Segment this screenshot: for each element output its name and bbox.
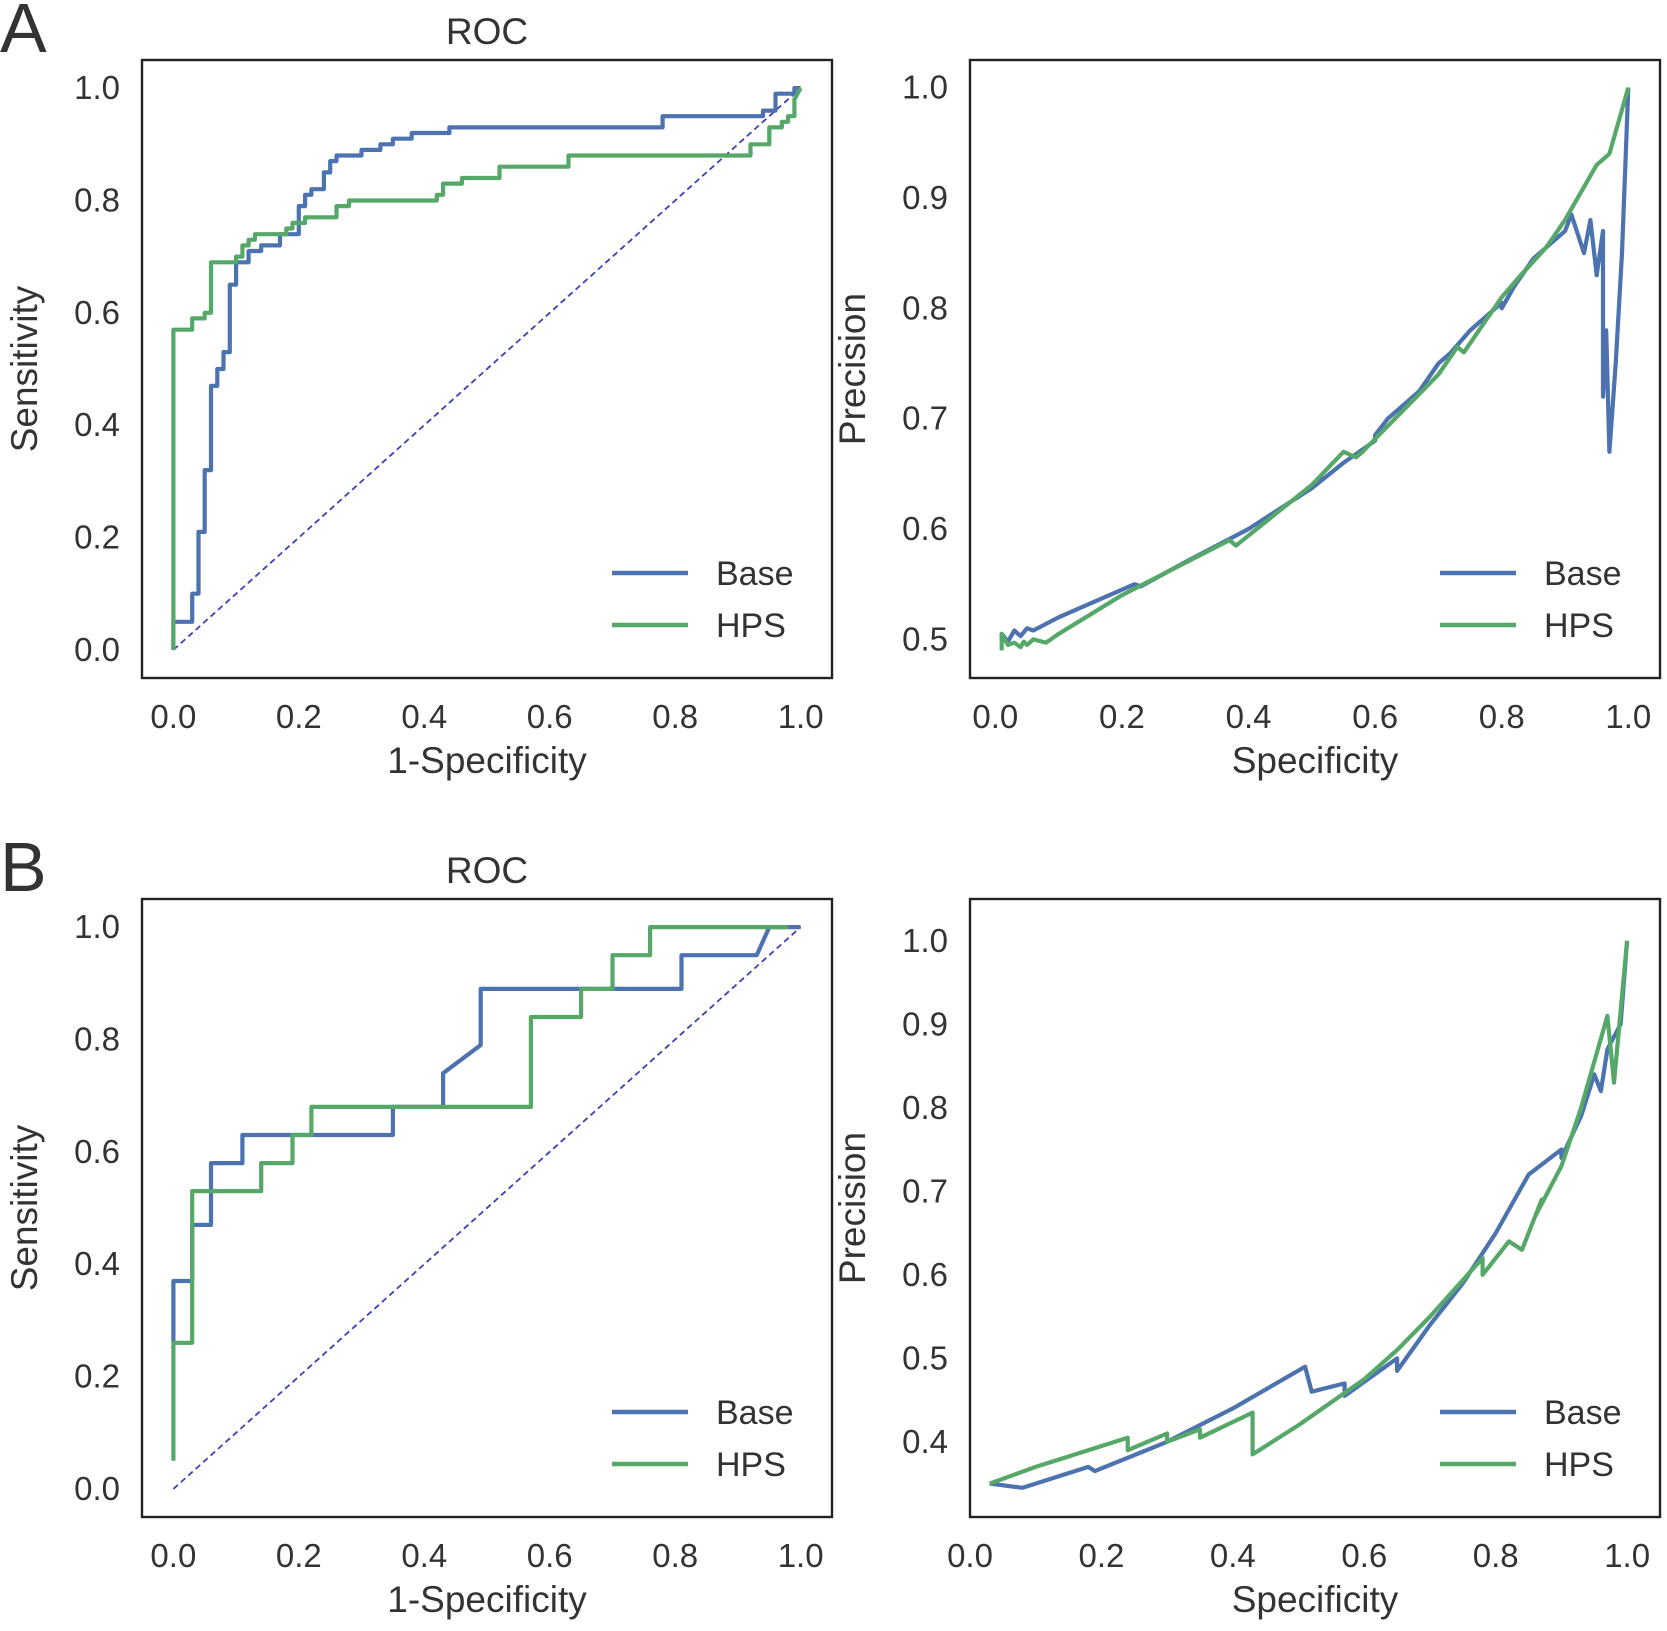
precision-chart-a: 0.0 0.2 0.4 0.6 0.8 1.0 0.5 0.6 0.7 0.8 0.9 1.0 Spec…: [832, 58, 1662, 781]
legend-label-hps: HPS: [1544, 1446, 1614, 1484]
y-tick-label: 0.9: [902, 179, 948, 216]
y-tick-label: 0.8: [902, 289, 948, 326]
precision-chart-b: 0.0 0.2 0.4 0.6 0.8 1.0 0.4 0.5 0.6 0.7 0.8 0.9 1.0 S…: [832, 897, 1662, 1620]
y-tick-label: 0.6: [74, 1133, 120, 1170]
x-tick-label: 0.4: [401, 1537, 447, 1574]
y-tick-label: 0.4: [74, 406, 120, 443]
chance-diagonal-line: [172, 926, 802, 1490]
y-tick-label: 0.2: [74, 519, 120, 556]
series-line-base: [171, 924, 801, 1343]
chart-title: ROC: [446, 11, 528, 52]
x-tick-label: 0.0: [972, 698, 1018, 735]
y-tick-label: 1.0: [74, 69, 120, 106]
y-tick-label: 0.0: [74, 631, 120, 668]
x-axis-label: Specificity: [1232, 740, 1399, 781]
y-tick-label: 0.8: [74, 1020, 120, 1057]
series-line-base: [989, 940, 1630, 1490]
x-axis-label: 1-Specificity: [387, 1579, 587, 1620]
y-axis-label: Sensitivity: [4, 285, 45, 452]
x-tick-label: 0.0: [947, 1537, 993, 1574]
y-tick-label: 1.0: [902, 922, 948, 959]
chart-title: ROC: [446, 850, 528, 891]
x-tick-label: 0.2: [276, 698, 322, 735]
x-tick-label: 0.2: [1078, 1537, 1124, 1574]
y-axis-label: Precision: [832, 293, 873, 445]
x-tick-label: 0.6: [527, 698, 573, 735]
x-axis-label: Specificity: [1232, 1579, 1399, 1620]
x-tick-label: 1.0: [1604, 1537, 1650, 1574]
y-tick-label: 0.0: [74, 1470, 120, 1507]
x-tick-label: 0.0: [150, 1537, 196, 1574]
x-tick-label: 0.8: [1473, 1537, 1519, 1574]
legend-label-base: Base: [716, 1394, 794, 1432]
x-tick-label: 0.8: [652, 1537, 698, 1574]
roc-chart-a: ROC 0.0 0.2 0.4 0.6 0.8 1.0 0.0 0.2 0.4 0.6 0.8 1.0 1…: [4, 11, 834, 781]
x-tick-label: 0.6: [527, 1537, 573, 1574]
legend-label-base: Base: [1544, 555, 1622, 593]
x-tick-label: 1.0: [778, 1537, 824, 1574]
x-axis-label: 1-Specificity: [387, 740, 587, 781]
legend-label-hps: HPS: [716, 1446, 786, 1484]
legend-label-base: Base: [1544, 1394, 1622, 1432]
y-tick-label: 0.5: [902, 1339, 948, 1376]
x-tick-label: 0.6: [1352, 698, 1398, 735]
plot-frame: [968, 58, 1662, 680]
legend-label-base: Base: [716, 555, 794, 593]
y-axis-label: Sensitivity: [4, 1124, 45, 1291]
chance-diagonal-line: [172, 87, 802, 651]
x-tick-label: 0.8: [652, 698, 698, 735]
series-line-base: [171, 85, 801, 650]
roc-chart-b: ROC 0.0 0.2 0.4 0.6 0.8 1.0 0.0 0.2 0.4 0.6 0.8 1.0 1…: [4, 850, 834, 1620]
panel-label-a: A: [0, 0, 47, 67]
series-line-hps: [171, 924, 789, 1461]
x-tick-label: 0.8: [1479, 698, 1525, 735]
legend-label-hps: HPS: [1544, 607, 1614, 645]
y-tick-label: 0.8: [74, 181, 120, 218]
panel-label-b: B: [0, 828, 47, 906]
x-tick-label: 0.4: [1210, 1537, 1256, 1574]
y-tick-label: 0.4: [74, 1245, 120, 1282]
x-tick-label: 1.0: [1605, 698, 1651, 735]
y-tick-label: 0.6: [74, 294, 120, 331]
x-tick-label: 0.4: [1226, 698, 1272, 735]
plot-frame: [140, 58, 834, 680]
series-line-hps: [999, 87, 1631, 651]
series-line-hps: [988, 940, 1630, 1486]
series-line-base: [999, 87, 1631, 644]
x-tick-label: 0.2: [276, 1537, 322, 1574]
plot-frame: [140, 897, 834, 1519]
y-tick-label: 0.7: [902, 1172, 948, 1209]
x-tick-label: 0.2: [1099, 698, 1145, 735]
y-axis-label: Precision: [832, 1132, 873, 1284]
y-tick-label: 1.0: [902, 69, 948, 106]
y-tick-label: 0.9: [902, 1005, 948, 1042]
x-tick-label: 0.6: [1341, 1537, 1387, 1574]
y-tick-label: 0.7: [902, 400, 948, 437]
y-tick-label: 0.2: [74, 1358, 120, 1395]
y-tick-label: 0.6: [902, 510, 948, 547]
y-tick-label: 0.8: [902, 1089, 948, 1126]
plot-frame: [968, 897, 1662, 1519]
legend-label-hps: HPS: [716, 607, 786, 645]
series-line-hps: [171, 87, 803, 650]
y-tick-label: 0.4: [902, 1423, 948, 1460]
y-tick-label: 0.5: [902, 620, 948, 657]
x-tick-label: 1.0: [778, 698, 824, 735]
x-tick-label: 0.4: [401, 698, 447, 735]
y-tick-label: 1.0: [74, 908, 120, 945]
x-tick-label: 0.0: [150, 698, 196, 735]
y-tick-label: 0.6: [902, 1256, 948, 1293]
